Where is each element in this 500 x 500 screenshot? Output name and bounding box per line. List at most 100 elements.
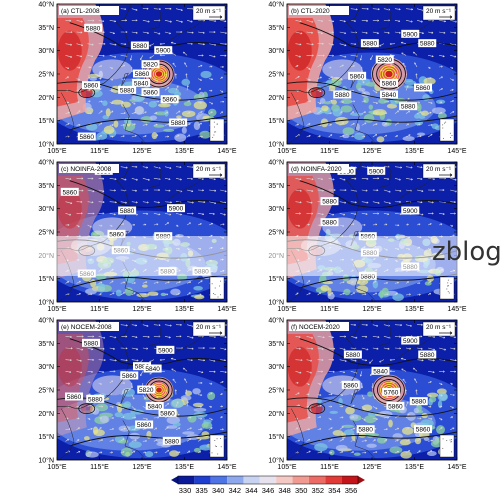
y-tick-label: 25°N (38, 71, 54, 79)
colorbar-swatch (292, 476, 309, 484)
contour-label: 5820 (378, 57, 393, 64)
y-tick-label: 35°N (268, 182, 284, 190)
panel-e: 5880590058805840586058205860584058605880… (38, 317, 237, 472)
y-tick-label: 25°N (38, 229, 54, 237)
reference-vector-label: 20 m s⁻¹ (196, 8, 222, 15)
reference-vector: 20 m s⁻¹ (192, 321, 226, 337)
y-tick-label: 10°N (268, 457, 284, 465)
colorbar-tick-label: 342 (229, 486, 242, 495)
x-tick-label: 145°E (217, 463, 236, 471)
contour-label: 5760 (384, 389, 399, 396)
contour-label: 5900 (403, 31, 418, 38)
y-tick-label: 35°N (268, 24, 284, 32)
x-tick-label: 145°E (217, 147, 236, 155)
contour-label: 5860 (350, 73, 365, 80)
contour-label: 5880 (322, 220, 337, 227)
contour-labels: 5880590058805840586058205860584058605880… (65, 338, 181, 445)
colorbar-swatch (243, 476, 260, 484)
reference-vector-label: 20 m s⁻¹ (426, 166, 452, 173)
x-tick-label: 105°E (277, 147, 296, 155)
contour-label: 5880 (86, 25, 101, 32)
theta-e-field: 5880586058805900586058805860588058805860… (57, 162, 227, 302)
reference-vector: 20 m s⁻¹ (192, 163, 226, 179)
panel-title-text: (b) CTL-2020 (291, 8, 330, 15)
x-tick-label: 115°E (90, 305, 109, 313)
y-tick-label: 40°N (38, 1, 54, 9)
panel-title: (a) CTL-2008 (59, 6, 119, 15)
panel-title: (f) NOCEM-2020 (289, 322, 349, 331)
contour-label: 5880 (420, 352, 435, 359)
axis-ticks: 105°E 115°E 125°E 135°E 145°E 40°N 35°N 30°N 25°… (268, 317, 467, 472)
geopotential-contours (287, 22, 457, 131)
contour-label: 5900 (158, 347, 173, 354)
y-tick-label: 25°N (268, 71, 284, 79)
contour-label: 5860 (80, 134, 95, 141)
x-tick-label: 125°E (362, 305, 381, 313)
x-tick-label: 135°E (175, 305, 194, 313)
contour-label: 5880 (135, 364, 150, 371)
y-tick-label: 15°N (268, 275, 284, 283)
inset-map (209, 434, 225, 458)
panel-d: 588059005880590058805860588058805880(d) … (268, 159, 467, 314)
overlay-band (0, 236, 500, 276)
y-tick-label: 35°N (268, 340, 284, 348)
x-tick-label: 105°E (47, 305, 66, 313)
inset-map (439, 276, 455, 300)
watermark: zblog (432, 237, 500, 267)
y-tick-label: 10°N (268, 141, 284, 149)
y-tick-label: 35°N (38, 182, 54, 190)
x-tick-label: 115°E (320, 305, 339, 313)
x-tick-label: 145°E (217, 305, 236, 313)
contour-label: 5880 (120, 87, 135, 94)
x-tick-label: 125°E (362, 463, 381, 471)
y-tick-label: 10°N (38, 141, 54, 149)
panel-title-text: (f) NOCEM-2020 (291, 324, 340, 331)
y-tick-label: 25°N (268, 229, 284, 237)
contour-label: 5880 (335, 92, 350, 99)
contour-label: 5840 (145, 366, 160, 373)
x-tick-label: 105°E (277, 463, 296, 471)
x-tick-label: 105°E (47, 147, 66, 155)
colorbar-swatch (341, 476, 358, 484)
contour-label: 5860 (162, 97, 177, 104)
y-tick-label: 40°N (268, 159, 284, 167)
y-tick-label: 20°N (38, 410, 54, 418)
inset-map (439, 118, 455, 142)
theta-e-field: 588059005880590058805860588058805880(d) … (287, 162, 457, 302)
reference-vector-label: 20 m s⁻¹ (196, 166, 222, 173)
x-tick-label: 135°E (405, 305, 424, 313)
panel-title: (d) NOINFA-2020 (289, 164, 349, 173)
contour-label: 5880 (120, 208, 135, 215)
contour-label: 5880 (133, 43, 148, 50)
contour-label: 5900 (403, 338, 418, 345)
y-tick-label: 15°N (38, 433, 54, 441)
colorbar-tick-label: 344 (245, 486, 258, 495)
coastline (57, 4, 132, 93)
inset-map (439, 434, 455, 458)
y-tick-label: 40°N (38, 317, 54, 325)
contour-label: 5880 (363, 41, 378, 48)
x-tick-label: 115°E (320, 463, 339, 471)
y-tick-label: 30°N (38, 47, 54, 55)
panel-title: (e) NOCEM-2008 (59, 322, 119, 331)
reference-vector-label: 20 m s⁻¹ (426, 324, 452, 331)
x-tick-label: 115°E (90, 463, 109, 471)
y-tick-label: 20°N (268, 410, 284, 418)
x-tick-label: 125°E (132, 305, 151, 313)
x-tick-label: 115°E (320, 147, 339, 155)
contour-label: 5860 (67, 394, 82, 401)
contour-label: 5880 (165, 438, 180, 445)
contour-label: 5860 (344, 382, 359, 389)
theta-e-field: 5880590058805840586058205860584058605880… (57, 320, 227, 460)
contour-label: 5860 (388, 403, 403, 410)
x-tick-label: 105°E (277, 305, 296, 313)
y-tick-label: 15°N (268, 117, 284, 125)
panel-title-text: (d) NOINFA-2020 (291, 166, 342, 173)
contour-label: 5900 (403, 208, 418, 215)
y-tick-label: 15°N (38, 117, 54, 125)
colorbar-low-arrow (171, 476, 178, 484)
